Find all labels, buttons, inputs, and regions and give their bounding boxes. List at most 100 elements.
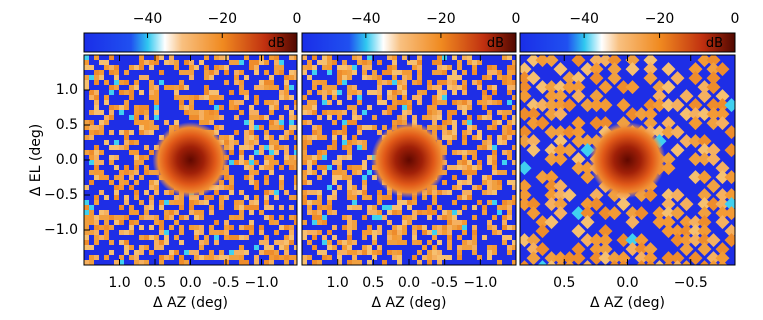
noise-cell [412, 240, 417, 245]
noise-cell [124, 165, 129, 170]
noise-cell [274, 145, 279, 150]
noise-cell [437, 250, 442, 255]
noise-cell [402, 90, 407, 95]
noise-cell [239, 215, 244, 220]
noise-cell [492, 215, 497, 220]
noise-cell [679, 260, 694, 265]
noise-cell [332, 180, 337, 185]
noise-cell [452, 175, 457, 180]
noise-cell [417, 100, 422, 105]
noise-cell [447, 115, 452, 120]
noise-cell [472, 225, 477, 230]
noise-cell [149, 180, 154, 185]
noise-cell [144, 110, 149, 115]
noise-cell [119, 90, 124, 95]
noise-cell [224, 255, 229, 260]
noise-cell [397, 120, 402, 125]
noise-cell [259, 125, 264, 130]
noise-cell [209, 110, 214, 115]
noise-cell [482, 190, 487, 195]
noise-cell [89, 170, 94, 175]
noise-cell [159, 55, 164, 60]
noise-cell [189, 205, 194, 210]
noise-cell [432, 95, 437, 100]
noise-cell [229, 255, 234, 260]
noise-cell [274, 250, 279, 255]
noise-cell [507, 75, 512, 80]
noise-cell [264, 145, 269, 150]
noise-cell [184, 60, 189, 65]
noise-cell [249, 200, 254, 205]
noise-cell [312, 215, 317, 220]
noise-cell [294, 180, 297, 185]
noise-cell [492, 70, 497, 75]
noise-cell [337, 160, 342, 165]
noise-cell [154, 105, 159, 110]
noise-cell [254, 65, 259, 70]
noise-cell [377, 210, 382, 215]
noise-cell [104, 215, 109, 220]
noise-cell [179, 225, 184, 230]
noise-cell [512, 180, 516, 185]
noise-cell [362, 160, 367, 165]
noise-cell [492, 250, 497, 255]
noise-cell [580, 260, 595, 265]
noise-cell [362, 65, 367, 70]
noise-cell [84, 220, 89, 225]
noise-cell [229, 215, 234, 220]
noise-cell [204, 240, 209, 245]
noise-cell [487, 100, 492, 105]
noise-cell [234, 70, 239, 75]
noise-cell [507, 80, 512, 85]
noise-cell [497, 210, 502, 215]
noise-cell [139, 155, 144, 160]
noise-cell [114, 190, 119, 195]
noise-cell [129, 175, 134, 180]
noise-cell [357, 145, 362, 150]
noise-cell [307, 200, 312, 205]
noise-cell [327, 85, 332, 90]
noise-cell [214, 115, 219, 120]
noise-cell [89, 245, 94, 250]
noise-cell [432, 100, 437, 105]
noise-cell [427, 125, 432, 130]
noise-cell [269, 100, 274, 105]
noise-cell [119, 180, 124, 185]
noise-cell [327, 200, 332, 205]
noise-cell [322, 155, 327, 160]
noise-cell [467, 240, 472, 245]
noise-cell [670, 260, 685, 265]
noise-cell [437, 260, 442, 265]
noise-cell [169, 60, 174, 65]
noise-cell [124, 240, 129, 245]
noise-cell [322, 205, 327, 210]
noise-cell [507, 180, 512, 185]
noise-cell [457, 160, 462, 165]
noise-cell [302, 140, 307, 145]
noise-cell [144, 215, 149, 220]
noise-cell [274, 140, 279, 145]
noise-cell [397, 100, 402, 105]
noise-cell [124, 170, 129, 175]
noise-cell [284, 240, 289, 245]
noise-cell [322, 60, 327, 65]
noise-cell [452, 200, 457, 205]
noise-cell [357, 170, 362, 175]
noise-cell [422, 245, 427, 250]
noise-cell [407, 60, 412, 65]
noise-cell [397, 260, 402, 265]
noise-cell [302, 195, 307, 200]
x-tick-label: 1.0 [327, 275, 349, 291]
noise-cell [447, 130, 452, 135]
noise-cell [264, 80, 269, 85]
noise-cell [447, 110, 452, 115]
noise-cell [452, 90, 457, 95]
noise-cell [307, 120, 312, 125]
noise-cell [134, 160, 139, 165]
heatmap [302, 55, 516, 265]
noise-cell [312, 235, 317, 240]
noise-cell [189, 95, 194, 100]
noise-cell [219, 180, 224, 185]
noise-cell [119, 260, 124, 265]
noise-cell [164, 60, 169, 65]
